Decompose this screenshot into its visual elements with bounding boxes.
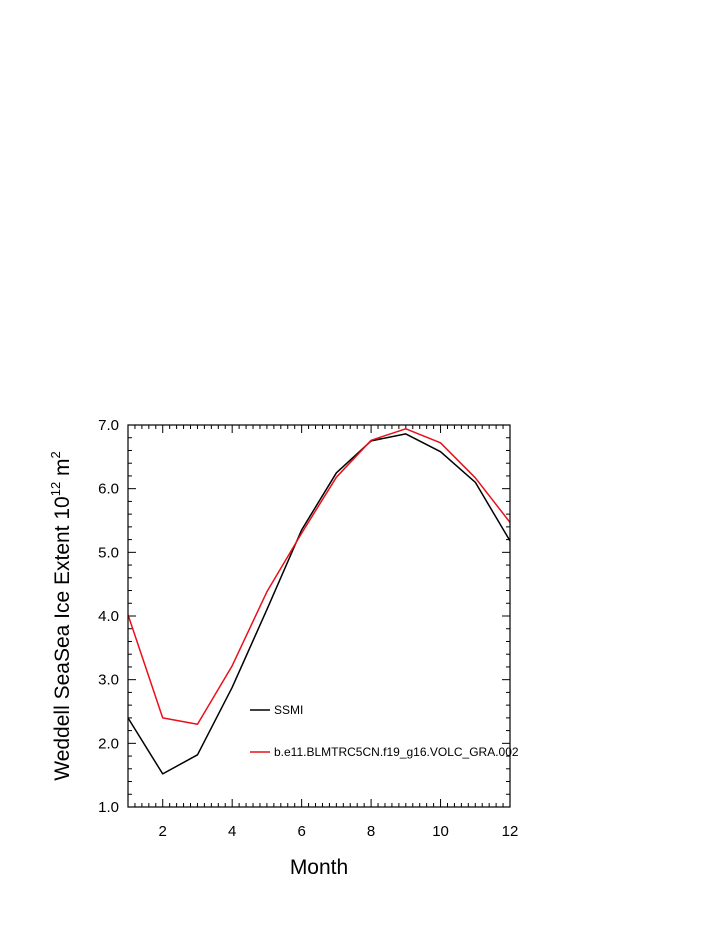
x-tick-label: 12 (502, 823, 519, 840)
y-tick-label: 3.0 (98, 672, 119, 689)
y-tick-label: 6.0 (98, 481, 119, 498)
x-tick-labels: 2 4 6 8 10 12 (159, 823, 519, 840)
y-tick-label: 5.0 (98, 544, 119, 561)
y-axis-title-prefix: Weddell SeaSea Ice Extent 10 (51, 496, 74, 780)
x-tick-label: 10 (432, 823, 449, 840)
y-axis-title: Weddell SeaSea Ice Extent 1012 m2 (48, 451, 74, 781)
y-tick-label: 4.0 (98, 608, 119, 625)
y-tick-label: 2.0 (98, 735, 119, 752)
x-tick-label: 4 (228, 823, 236, 840)
x-tick-label: 6 (297, 823, 305, 840)
y-tick-label: 7.0 (98, 417, 119, 434)
legend-label-model: b.e11.BLMTRC5CN.f19_g16.VOLC_GRA.002 (274, 745, 519, 759)
ticks-layer (127, 424, 511, 808)
plot-frame (127, 424, 511, 808)
x-axis-title: Month (290, 856, 348, 879)
series-line-ssmi (127, 433, 511, 775)
y-tick-labels: 1.0 2.0 3.0 4.0 5.0 6.0 7.0 (98, 417, 119, 816)
x-tick-label: 8 (367, 823, 375, 840)
x-tick-label: 2 (159, 823, 167, 840)
y-axis-title-unit: m (51, 458, 74, 481)
legend-label-ssmi: SSMI (274, 703, 303, 717)
series-line-model (127, 428, 511, 725)
legend: SSMI b.e11.BLMTRC5CN.f19_g16.VOLC_GRA.00… (250, 703, 519, 759)
y-tick-label: 1.0 (98, 799, 119, 816)
y-axis-title-unit-exponent: 2 (48, 451, 63, 458)
series-layer (127, 428, 511, 775)
y-axis-title-exponent: 12 (48, 482, 63, 496)
